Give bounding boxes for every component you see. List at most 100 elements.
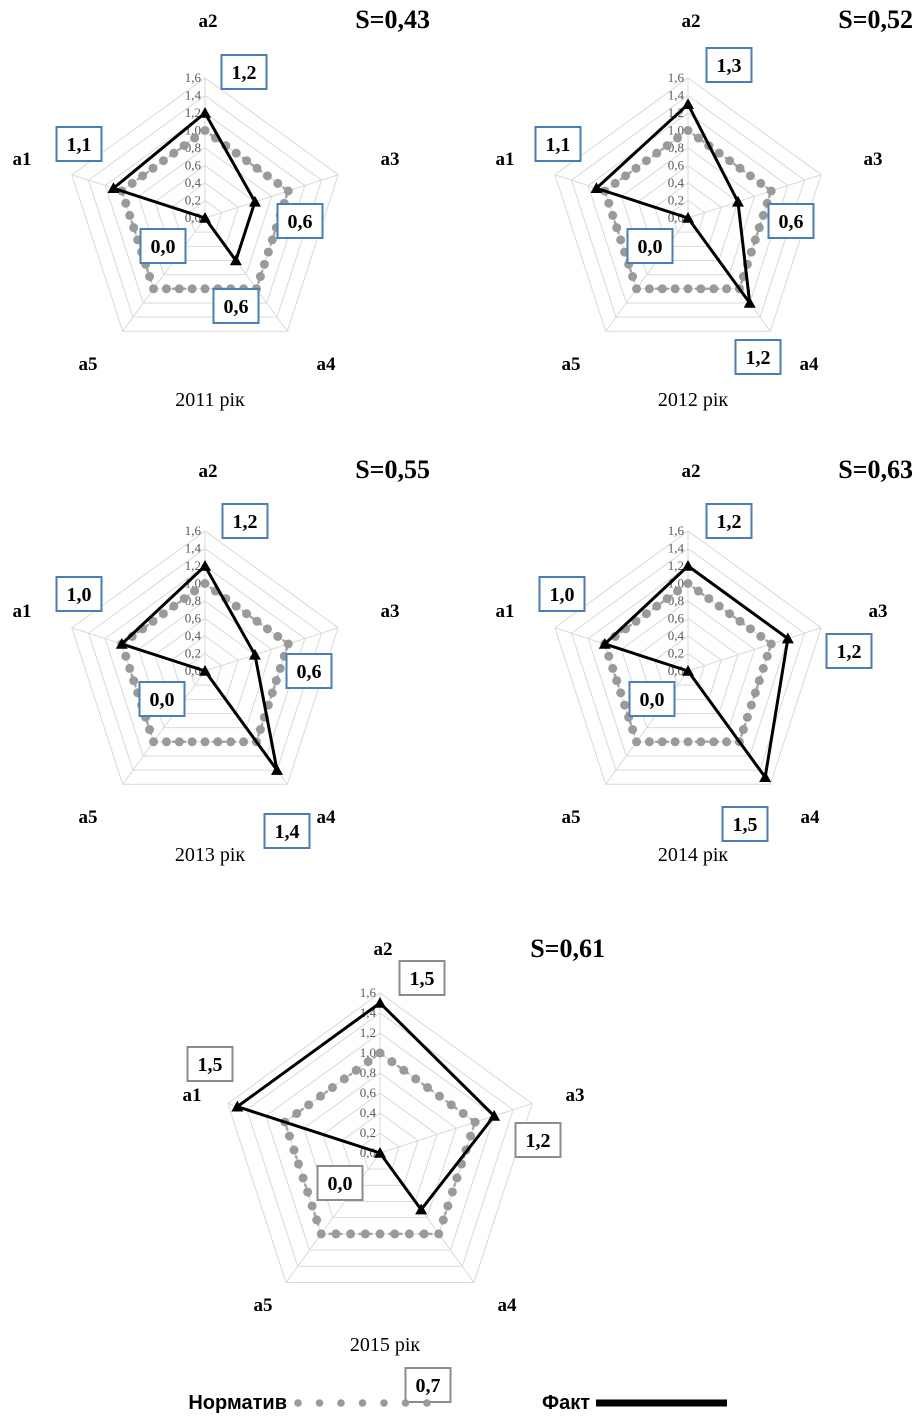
r-tick-label: 1,6 <box>668 523 685 538</box>
normative-point <box>616 688 626 698</box>
fact-point-a2 <box>682 98 694 110</box>
radar-chart-3: 0,00,20,40,60,81,01,21,41,6a1a2a3a4a51,0… <box>13 455 431 866</box>
axis-spoke <box>285 1152 381 1283</box>
normative-point <box>722 284 732 294</box>
normative-point <box>307 1201 317 1211</box>
normative-point <box>174 284 184 294</box>
normative-point <box>756 631 766 641</box>
normative-point <box>187 284 197 294</box>
normative-point <box>452 1173 462 1183</box>
r-tick-label: 1,6 <box>668 70 685 85</box>
value-label-a2: 1,2 <box>233 511 258 533</box>
normative-point <box>273 178 283 188</box>
value-label-box-a4 <box>721 806 769 842</box>
normative-point <box>255 272 265 282</box>
normative-point <box>148 616 158 626</box>
legend-fact-label: Факт <box>542 1392 590 1414</box>
grid-ring <box>570 94 806 318</box>
fact-series-line <box>234 1001 497 1213</box>
grid-ring <box>71 530 339 785</box>
r-tick-label: 0,2 <box>185 193 201 208</box>
normative-point <box>735 616 745 626</box>
fact-point-a1 <box>598 637 611 649</box>
s-index-label: S=0,63 <box>838 455 913 484</box>
fact-point-a2 <box>682 560 694 571</box>
year-caption: 2014 рік <box>658 844 729 866</box>
normative-point <box>758 663 768 673</box>
normative-point <box>754 676 764 686</box>
axis-spoke <box>122 217 206 332</box>
normative-point <box>704 594 714 604</box>
normative-point <box>746 247 756 257</box>
r-tick-label: 0,4 <box>360 1105 377 1120</box>
value-label-a1: 1,1 <box>67 134 92 156</box>
grid-ring <box>187 199 223 233</box>
r-tick-label: 1,2 <box>185 105 201 120</box>
value-label-a5: 0,0 <box>328 1173 353 1195</box>
fact-point-a1 <box>107 182 120 194</box>
axis-label-a4: a4 <box>317 807 337 828</box>
normative-point <box>683 284 693 294</box>
normative-point <box>121 198 131 208</box>
normative-point <box>138 171 148 181</box>
normative-point <box>683 126 693 135</box>
value-label-box-a3 <box>276 203 324 239</box>
fact-point-a2 <box>199 560 211 571</box>
normative-point <box>470 1117 480 1127</box>
value-label-a1: 1,1 <box>546 134 571 156</box>
r-tick-label: 1,4 <box>668 88 685 103</box>
r-tick-label: 1,4 <box>185 88 202 103</box>
normative-point <box>259 259 269 269</box>
fact-point-a3 <box>781 632 794 644</box>
axis-label-a4: a4 <box>801 807 821 828</box>
s-index-label: S=0,55 <box>355 455 430 484</box>
normative-point <box>631 616 641 626</box>
fact-point-a1 <box>231 1100 244 1112</box>
fact-point-a2 <box>374 997 386 1008</box>
fact-point-a5 <box>199 665 211 676</box>
grid-ring <box>227 992 533 1283</box>
grid-ring <box>303 1072 457 1219</box>
normative-point <box>670 737 680 747</box>
axis-label-a4: a4 <box>800 354 820 375</box>
normative-point <box>434 1229 444 1239</box>
normative-point <box>213 737 223 747</box>
normative-point <box>399 1065 409 1075</box>
normative-point <box>255 725 265 735</box>
normative-point <box>683 737 693 747</box>
fact-point-a4 <box>743 296 756 308</box>
fact-point-a4 <box>229 254 242 266</box>
r-tick-label: 0,8 <box>360 1065 376 1080</box>
axis-label-a3: a3 <box>381 149 400 170</box>
value-label-a5: 0,0 <box>150 689 175 711</box>
r-tick-label: 0,6 <box>185 611 202 626</box>
legend: Норматив Факт <box>188 1392 727 1414</box>
legend-normative-marker <box>380 1399 388 1407</box>
fact-series-line <box>118 563 279 771</box>
grid-ring <box>670 199 706 233</box>
normative-point <box>231 148 241 158</box>
value-label-box-a1 <box>55 126 103 162</box>
normative-point <box>616 235 626 245</box>
normative-point <box>762 651 772 661</box>
s-index-label: S=0,61 <box>530 934 605 963</box>
fact-point-a3 <box>488 1109 501 1121</box>
normative-point <box>242 156 252 166</box>
normative-point <box>174 737 184 747</box>
normative-point <box>696 284 706 294</box>
normative-point <box>239 737 249 747</box>
normative-point <box>621 171 631 181</box>
normative-point <box>604 198 614 208</box>
normative-point <box>200 284 210 294</box>
year-caption: 2011 рік <box>175 389 245 411</box>
legend-normative-marker <box>294 1399 302 1407</box>
grid-ring <box>554 77 822 332</box>
normative-point <box>271 676 281 686</box>
normative-point <box>662 141 672 151</box>
value-label-box-a4 <box>734 339 782 375</box>
grid-ring <box>570 547 806 771</box>
value-label-box-a2 <box>220 54 268 90</box>
r-tick-label: 1,4 <box>668 541 685 556</box>
normative-point <box>158 609 168 619</box>
value-label-box-a4 <box>212 288 260 324</box>
